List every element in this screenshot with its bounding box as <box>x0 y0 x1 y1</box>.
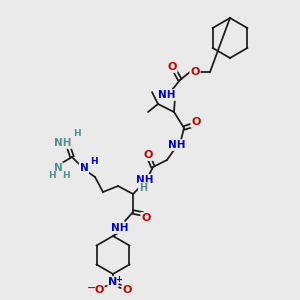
Text: O: O <box>94 285 104 295</box>
Text: NH: NH <box>158 90 176 100</box>
Text: O: O <box>191 117 201 127</box>
Text: O: O <box>122 285 132 295</box>
Text: H: H <box>73 130 81 139</box>
Text: +: + <box>116 274 122 284</box>
Text: NH: NH <box>136 175 154 185</box>
Text: N: N <box>80 163 88 173</box>
Text: H: H <box>62 172 70 181</box>
Text: N: N <box>54 163 62 173</box>
Text: O: O <box>167 62 177 72</box>
Text: H: H <box>90 158 98 166</box>
Text: NH: NH <box>111 223 129 233</box>
Text: O: O <box>190 67 200 77</box>
Text: O: O <box>143 150 153 160</box>
Text: N: N <box>108 277 118 287</box>
Text: H: H <box>139 183 147 193</box>
Text: O: O <box>141 213 151 223</box>
Text: NH: NH <box>54 138 72 148</box>
Text: −: − <box>87 283 97 293</box>
Text: NH: NH <box>168 140 186 150</box>
Text: H: H <box>48 172 56 181</box>
